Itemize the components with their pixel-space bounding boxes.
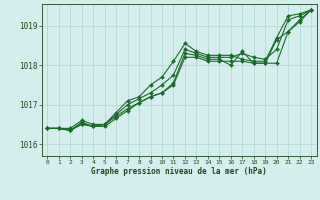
X-axis label: Graphe pression niveau de la mer (hPa): Graphe pression niveau de la mer (hPa) [91,167,267,176]
